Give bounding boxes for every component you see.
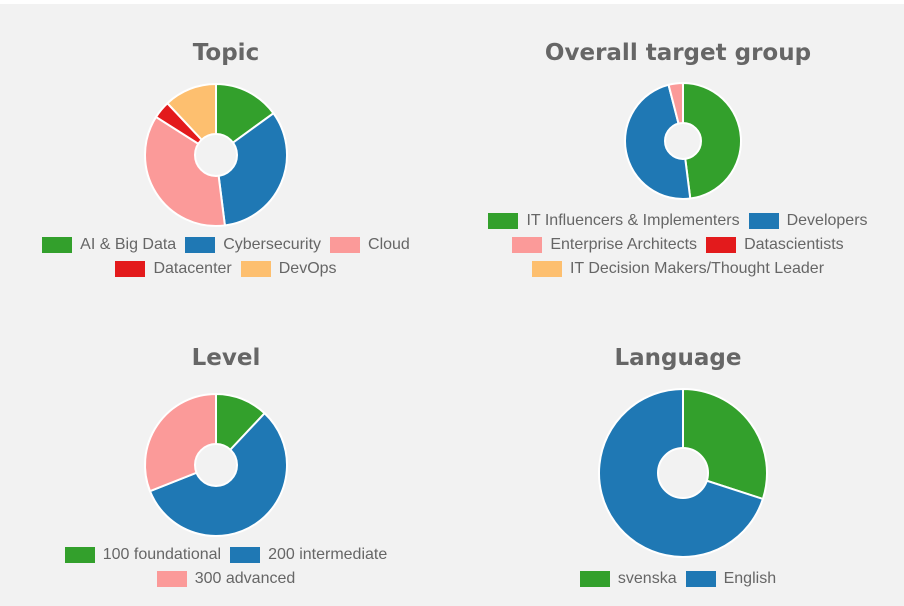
legend-swatch bbox=[42, 237, 72, 253]
legend-item[interactable]: English bbox=[686, 569, 776, 589]
legend-swatch bbox=[330, 237, 360, 253]
legend-item[interactable]: Cloud bbox=[330, 235, 410, 255]
legend-label: AI & Big Data bbox=[80, 235, 176, 255]
legend-label: 100 foundational bbox=[103, 545, 221, 565]
legend-item[interactable]: AI & Big Data bbox=[42, 235, 176, 255]
chart-title: Overall target group bbox=[452, 40, 904, 66]
legend-row: 100 foundational 200 intermediate bbox=[0, 545, 452, 565]
legend-item[interactable]: DevOps bbox=[241, 259, 337, 279]
legend-item[interactable]: 300 advanced bbox=[157, 569, 296, 589]
topic-pie bbox=[141, 80, 291, 230]
dashboard: Topic AI & Big Data Cybersecurity Cloud Dat… bbox=[0, 4, 904, 606]
target-group-chart-panel: Overall target group IT Influencers & Im… bbox=[452, 4, 904, 305]
legend-row: Datacenter DevOps bbox=[0, 259, 452, 279]
legend-label: 200 intermediate bbox=[268, 545, 387, 565]
language-chart-panel: Language svenska English bbox=[452, 305, 904, 606]
legend-item[interactable]: Enterprise Architects bbox=[512, 235, 697, 255]
legend-item[interactable]: IT Influencers & Implementers bbox=[488, 211, 739, 231]
legend-swatch bbox=[532, 261, 562, 277]
legend-item[interactable]: Developers bbox=[749, 211, 868, 231]
legend-swatch bbox=[185, 237, 215, 253]
legend-item[interactable]: svenska bbox=[580, 569, 677, 589]
legend-label: IT Influencers & Implementers bbox=[526, 211, 739, 231]
legend-row: AI & Big Data Cybersecurity Cloud bbox=[0, 235, 452, 255]
legend-label: IT Decision Makers/Thought Leader bbox=[570, 259, 824, 279]
legend-row: 300 advanced bbox=[0, 569, 452, 589]
target-pie bbox=[621, 79, 745, 203]
legend-label: Enterprise Architects bbox=[550, 235, 697, 255]
legend-swatch bbox=[230, 547, 260, 563]
legend-label: svenska bbox=[618, 569, 677, 589]
legend-label: Cloud bbox=[368, 235, 410, 255]
legend-label: DevOps bbox=[279, 259, 337, 279]
level-pie bbox=[141, 390, 291, 540]
legend-swatch bbox=[512, 237, 542, 253]
legend-item[interactable]: Datascientists bbox=[706, 235, 844, 255]
chart-title: Topic bbox=[0, 40, 452, 66]
legend-label: English bbox=[724, 569, 776, 589]
legend-swatch bbox=[115, 261, 145, 277]
legend-row: IT Decision Makers/Thought Leader bbox=[452, 259, 904, 279]
legend-swatch bbox=[65, 547, 95, 563]
legend-swatch bbox=[749, 213, 779, 229]
legend-item[interactable]: 100 foundational bbox=[65, 545, 221, 565]
chart-title: Language bbox=[452, 345, 904, 371]
legend-label: Cybersecurity bbox=[223, 235, 321, 255]
legend-swatch bbox=[488, 213, 518, 229]
legend-swatch bbox=[706, 237, 736, 253]
legend-label: Datacenter bbox=[153, 259, 231, 279]
legend-row: svenska English bbox=[452, 569, 904, 589]
legend-item[interactable]: IT Decision Makers/Thought Leader bbox=[532, 259, 824, 279]
language-pie bbox=[595, 385, 771, 561]
donut-hole bbox=[195, 134, 237, 176]
legend-label: Developers bbox=[787, 211, 868, 231]
legend-swatch bbox=[241, 261, 271, 277]
chart-title: Level bbox=[0, 345, 452, 371]
legend-swatch bbox=[686, 571, 716, 587]
legend-item[interactable]: Cybersecurity bbox=[185, 235, 321, 255]
legend-row: IT Influencers & Implementers Developers bbox=[452, 211, 904, 231]
legend-label: 300 advanced bbox=[195, 569, 296, 589]
legend-label: Datascientists bbox=[744, 235, 844, 255]
legend-item[interactable]: 200 intermediate bbox=[230, 545, 387, 565]
donut-hole bbox=[658, 448, 708, 498]
topic-chart-panel: Topic AI & Big Data Cybersecurity Cloud Dat… bbox=[0, 4, 452, 305]
donut-hole bbox=[665, 123, 701, 159]
donut-hole bbox=[195, 444, 237, 486]
legend-swatch bbox=[157, 571, 187, 587]
legend-swatch bbox=[580, 571, 610, 587]
legend-item[interactable]: Datacenter bbox=[115, 259, 231, 279]
legend-row: Enterprise Architects Datascientists bbox=[452, 235, 904, 255]
level-chart-panel: Level 100 foundational 200 intermediate 30… bbox=[0, 305, 452, 606]
